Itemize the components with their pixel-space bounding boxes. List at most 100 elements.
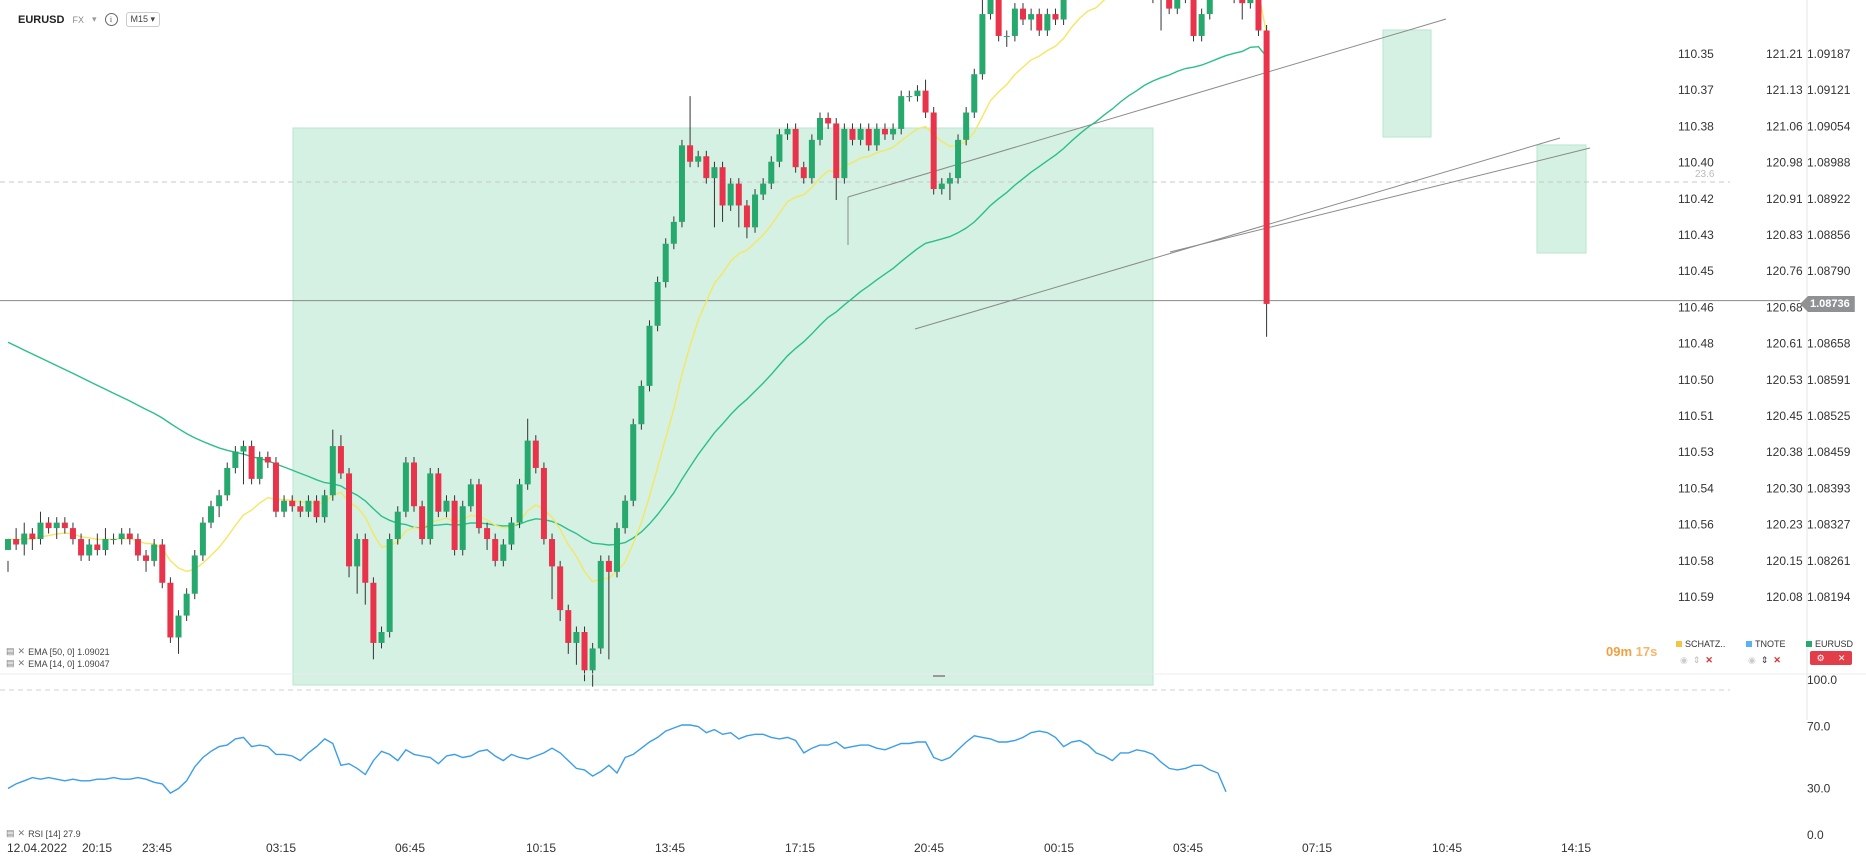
candle-body: [199, 522, 206, 556]
current-price-tag: 1.08736: [1800, 296, 1855, 312]
candle-body: [614, 528, 620, 572]
price-axis-label: 110.40: [1678, 156, 1714, 170]
candle-body: [232, 451, 239, 468]
ema14-legend[interactable]: ▤ ✕ EMA [14, 0] 1.09047: [6, 658, 110, 669]
close-icon[interactable]: ✕: [17, 828, 26, 838]
candle-body: [638, 385, 645, 425]
reorder-icon[interactable]: ⇕: [1692, 655, 1701, 665]
candle-body: [264, 457, 271, 463]
timeframe-label: M15: [130, 14, 149, 24]
symbol-label[interactable]: EURUSD: [18, 13, 65, 26]
close-icon[interactable]: ✕: [17, 658, 26, 668]
candle-body: [459, 506, 466, 550]
candle-body: [508, 522, 515, 545]
schatz-swatch: [1676, 641, 1682, 647]
info-icon[interactable]: i: [104, 13, 118, 26]
settings-icon[interactable]: ▤: [6, 828, 15, 838]
eurusd-controls[interactable]: ⚙ ✕: [1810, 651, 1852, 665]
price-axis-label: 110.42: [1678, 192, 1714, 206]
candle-body: [45, 522, 52, 529]
candle-body: [102, 539, 109, 550]
candle-body: [703, 156, 710, 179]
candle-body: [329, 446, 336, 496]
candle-body: [695, 156, 702, 162]
fib-level-label: 23.6: [1695, 169, 1715, 180]
candle-body: [719, 167, 726, 206]
candle-body: [118, 533, 125, 540]
candle-body: [776, 134, 783, 162]
time-axis-label: 07:15: [1302, 841, 1332, 855]
ticker-eurusd[interactable]: EURUSD: [1806, 639, 1853, 649]
price-axis-label: 110.56: [1678, 518, 1714, 532]
price-axis-label: 1.08790: [1807, 264, 1851, 278]
candle-body: [29, 533, 36, 540]
price-axis-label: 1.08459: [1807, 445, 1851, 459]
reorder-icon[interactable]: ⇕: [1760, 655, 1769, 665]
candle-body: [337, 446, 344, 474]
candle-body: [1011, 8, 1018, 36]
close-icon[interactable]: ✕: [1837, 652, 1846, 663]
settings-icon[interactable]: ▤: [6, 658, 15, 668]
chevron-down-icon[interactable]: ▾: [91, 14, 97, 24]
settings-icon[interactable]: ▤: [6, 646, 15, 656]
ema50-legend[interactable]: ▤ ✕ EMA [50, 0] 1.09021: [6, 646, 110, 657]
time-axis-label: 17:15: [785, 841, 815, 855]
candle-body: [808, 139, 815, 179]
candle-body: [134, 539, 141, 556]
close-icon[interactable]: ✕: [17, 646, 26, 656]
candle-body: [890, 128, 897, 135]
candle-body: [873, 128, 880, 146]
candle-body: [1198, 14, 1205, 36]
candle-body: [963, 112, 970, 140]
candle-body: [216, 495, 223, 507]
trend-line-2: [1169, 147, 1591, 253]
candle-body: [21, 533, 28, 545]
candle-body: [13, 539, 20, 545]
candle-body: [711, 167, 718, 179]
timeframe-selector[interactable]: M15 ▾: [125, 12, 161, 27]
candle-body: [995, 0, 1002, 36]
candle-body: [987, 0, 994, 15]
candle-body: [930, 112, 937, 190]
candle-body: [743, 205, 750, 228]
close-icon[interactable]: ✕: [1773, 655, 1781, 665]
candle-body: [1052, 14, 1059, 20]
candle-body: [735, 183, 742, 206]
candle-body: [857, 128, 864, 140]
candle-body: [126, 533, 133, 540]
candle-body: [581, 631, 588, 671]
tnote-swatch: [1746, 641, 1752, 647]
candle-body: [240, 446, 247, 452]
price-axis-label: 110.58: [1678, 554, 1714, 568]
candle-body: [678, 145, 685, 222]
candle-body: [1206, 0, 1213, 15]
price-axis-label: 120.68: [1766, 300, 1803, 314]
candle-body: [516, 484, 523, 523]
candle-body: [346, 473, 353, 567]
rsi-legend[interactable]: ▤ ✕ RSI [14] 27.9: [6, 828, 81, 839]
candle-body: [752, 194, 759, 228]
price-axis-label: 120.23: [1766, 518, 1803, 532]
candle-body: [605, 560, 612, 572]
channel-lower-line: [914, 137, 1561, 330]
price-axis-label: 1.08856: [1807, 228, 1851, 242]
market-label: FX: [72, 14, 84, 25]
settings-icon[interactable]: ⚙: [1816, 652, 1825, 663]
close-icon[interactable]: ✕: [1705, 655, 1713, 665]
candle-body: [865, 128, 872, 146]
candle-body: [760, 183, 767, 195]
ticker-schatz[interactable]: SCHATZ..: [1676, 639, 1725, 649]
candle-body: [727, 183, 734, 206]
price-axis-label: 121.21: [1766, 47, 1803, 61]
eye-icon[interactable]: ◉: [1748, 655, 1756, 665]
candle-body: [37, 522, 44, 540]
candle-body: [833, 123, 840, 179]
time-axis-label: 03:45: [1173, 841, 1203, 855]
candle-body: [646, 325, 653, 386]
eye-icon[interactable]: ◉: [1680, 655, 1688, 665]
candle-body: [1263, 30, 1270, 304]
time-axis-label: 20:45: [914, 841, 944, 855]
ticker-tnote[interactable]: TNOTE: [1746, 639, 1786, 649]
candle-body: [557, 566, 564, 611]
